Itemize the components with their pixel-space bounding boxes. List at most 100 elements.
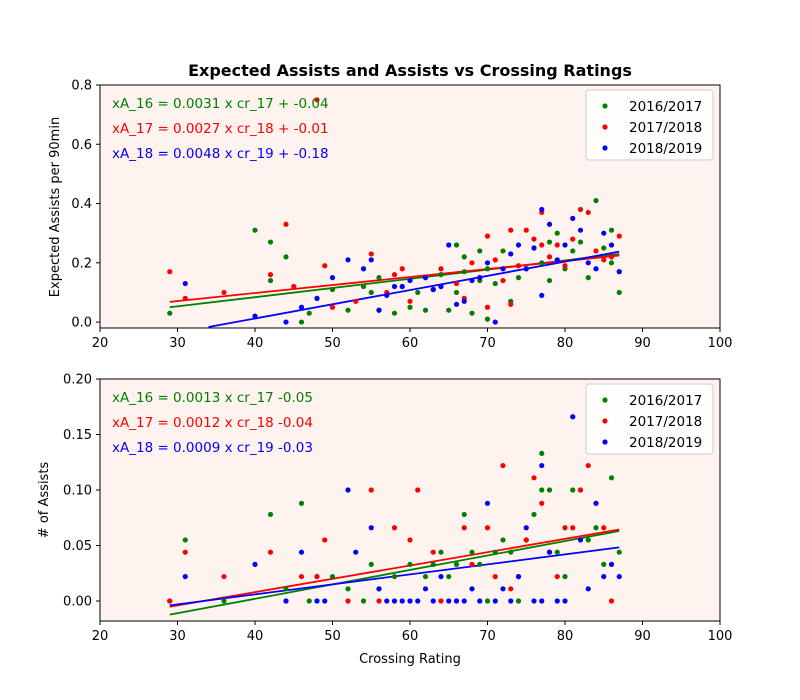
data-point <box>453 289 460 296</box>
data-point <box>407 298 413 304</box>
data-point <box>252 561 258 567</box>
y-tick-label: 0.6 <box>71 138 92 153</box>
data-point <box>585 586 591 592</box>
data-point <box>585 462 591 469</box>
data-point <box>453 280 460 287</box>
data-point <box>252 313 258 319</box>
data-point <box>484 266 491 272</box>
data-point <box>267 549 274 555</box>
x-tick-label: 30 <box>169 629 186 644</box>
x-tick-label: 80 <box>557 629 574 644</box>
data-point <box>515 598 522 604</box>
data-point <box>554 242 560 248</box>
data-point <box>593 525 599 531</box>
x-tick-label: 60 <box>402 336 419 351</box>
legend-marker <box>602 124 608 130</box>
y-tick-label: 0.00 <box>63 595 92 610</box>
data-point <box>539 450 545 456</box>
data-point <box>167 598 173 604</box>
data-point <box>492 280 498 287</box>
data-point <box>593 197 599 204</box>
data-point <box>438 598 444 604</box>
data-point <box>477 561 483 567</box>
data-point <box>570 236 576 242</box>
data-point <box>430 598 436 604</box>
data-point <box>554 257 560 263</box>
data-point <box>453 561 460 567</box>
data-point <box>469 260 475 266</box>
data-point <box>298 573 305 580</box>
data-point <box>515 275 522 281</box>
data-point <box>539 462 545 469</box>
chart-title: Expected Assists and Assists vs Crossing… <box>188 61 632 80</box>
data-point <box>562 263 568 269</box>
data-point <box>376 275 382 281</box>
data-point <box>562 242 568 248</box>
x-tick-label: 80 <box>557 336 574 351</box>
data-point <box>577 227 584 233</box>
data-point <box>384 292 390 299</box>
legend-box <box>585 89 714 161</box>
data-point <box>508 227 514 233</box>
data-point <box>469 277 475 284</box>
x-tick-label: 30 <box>169 336 186 351</box>
data-point <box>523 227 529 233</box>
data-point <box>167 310 173 316</box>
data-point <box>593 248 599 254</box>
assists-subplot: 20 30 40 50 60 70 80 90 1000.000.050.100.150.20 … <box>37 373 732 668</box>
data-point <box>531 475 537 481</box>
data-point <box>283 586 289 592</box>
data-point <box>329 275 336 281</box>
y-tick-label: 0.20 <box>63 373 92 388</box>
data-point <box>546 549 553 555</box>
data-point <box>554 598 560 604</box>
data-point <box>546 254 553 260</box>
data-point <box>608 254 615 260</box>
data-point <box>554 549 560 555</box>
data-point <box>298 319 305 325</box>
data-point <box>546 221 553 227</box>
data-point <box>546 277 553 284</box>
data-point <box>446 598 452 604</box>
data-point <box>539 292 545 299</box>
data-point <box>407 537 413 543</box>
data-point <box>492 549 498 555</box>
x-tick-label: 50 <box>324 629 341 644</box>
data-point <box>399 266 405 272</box>
x-tick-label: 100 <box>708 336 733 351</box>
data-point <box>314 573 320 580</box>
data-point <box>500 277 506 284</box>
data-point <box>438 272 444 278</box>
data-point <box>345 598 351 604</box>
data-point <box>554 230 560 236</box>
data-point <box>484 304 491 310</box>
data-point <box>267 272 274 278</box>
x-tick-label: 20 <box>92 629 109 644</box>
data-point <box>477 275 483 281</box>
data-point <box>608 242 615 248</box>
data-point <box>477 598 483 604</box>
legend-marker <box>602 145 608 151</box>
data-point <box>407 598 413 604</box>
legend-label: 2016/2017 <box>629 393 702 409</box>
fit-line <box>169 528 620 608</box>
regression-equation: xA_18 = 0.0048 x cr_19 + -0.18 <box>112 146 329 162</box>
data-point <box>399 283 405 290</box>
data-point <box>554 573 560 580</box>
legend-marker <box>602 397 608 403</box>
data-point <box>345 586 351 592</box>
data-point <box>539 206 545 213</box>
data-point <box>523 537 529 543</box>
data-point <box>182 549 188 555</box>
data-point <box>601 525 607 531</box>
data-point <box>329 573 336 580</box>
data-point <box>461 525 467 531</box>
data-point <box>531 236 537 242</box>
data-point <box>345 487 351 493</box>
regression-equation: xA_17 = 0.0012 x cr_18 -0.04 <box>112 415 313 431</box>
y-tick-label: 0.4 <box>71 197 92 212</box>
data-point <box>391 598 398 604</box>
data-point <box>391 525 398 531</box>
data-point <box>422 275 429 281</box>
